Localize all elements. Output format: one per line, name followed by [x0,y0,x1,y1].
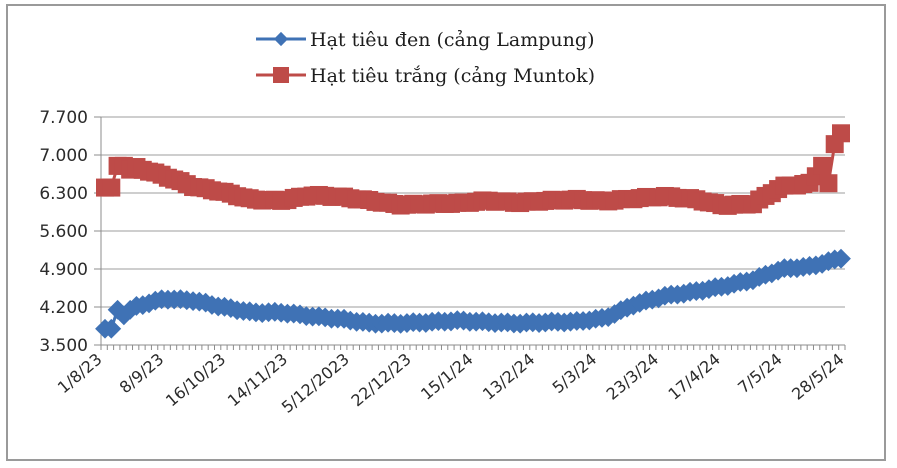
y-tick-label: 7.000 [39,146,88,166]
square-marker-icon [273,67,289,83]
y-tick-label: 6.300 [39,184,88,204]
y-axis: 7.700 7.000 6.300 5.600 4.900 4.200 3.500 [39,108,102,356]
x-tick-label: 8/9/23 [116,350,168,398]
series-white-pepper [96,124,850,215]
y-tick-label: 7.700 [39,108,88,128]
y-tick-label: 4.200 [39,298,88,318]
square-marker-icon [813,156,832,175]
square-marker-icon [832,124,850,143]
x-axis: 1/8/23 8/9/2316/10/2314/11/235/12/202322/… [54,344,848,417]
x-tick-label: 5/3/24 [549,350,601,398]
x-tick-label: 15/1/24 [417,350,476,404]
square-marker-icon [819,174,838,193]
x-tick-label: 5/12/2023 [278,350,353,417]
legend-item-black-pepper[interactable]: Hạt tiêu đen (cảng Lampung) [256,29,594,51]
diamond-marker-icon [273,31,289,47]
y-tick-label: 3.500 [39,336,88,356]
legend-label-black-pepper: Hạt tiêu đen (cảng Lampung) [310,29,594,51]
diamond-marker-icon [101,318,122,339]
x-tick-label: 23/3/24 [603,350,662,404]
x-tick-label: 1/8/23 [54,350,106,398]
series-black-pepper [95,248,851,339]
x-tick-label: 28/5/24 [788,350,847,404]
legend-label-white-pepper: Hạt tiêu trắng (cảng Muntok) [310,65,595,87]
x-tick-label: 17/4/24 [664,350,723,404]
y-tick-label: 5.600 [39,222,88,242]
chart-frame [6,4,886,461]
y-tick-label: 4.900 [39,260,88,280]
x-tick-label: 16/10/23 [162,350,229,411]
x-tick-label: 7/5/24 [734,350,786,398]
x-tick-label: 13/2/24 [479,350,538,404]
x-tick-label: 22/12/23 [347,350,414,411]
legend: Hạt tiêu đen (cảng Lampung) Hạt tiêu trắ… [256,29,595,87]
legend-item-white-pepper[interactable]: Hạt tiêu trắng (cảng Muntok) [256,65,595,87]
square-marker-icon [102,178,121,197]
